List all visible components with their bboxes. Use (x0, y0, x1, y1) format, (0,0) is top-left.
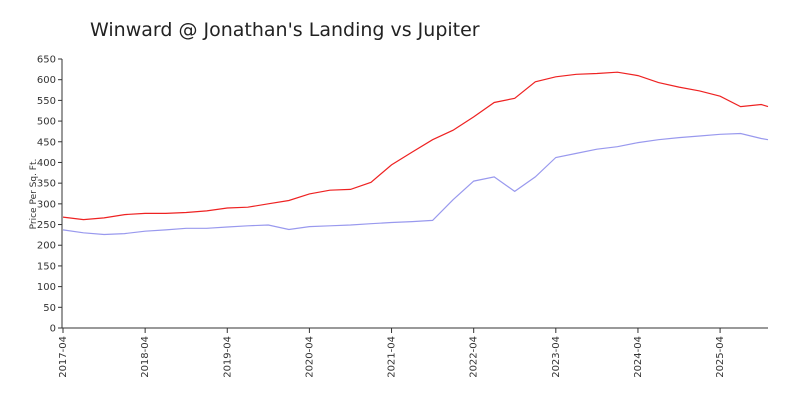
y-tick-label: 200 (37, 241, 56, 252)
y-tick-label: 650 (37, 55, 56, 66)
x-tick-label: 2023-04 (551, 336, 562, 378)
y-tick-label: 100 (37, 282, 56, 293)
y-tick-label: 150 (37, 261, 56, 272)
x-tick-label: 2025-04 (715, 336, 726, 378)
x-tick-label: 2021-04 (387, 336, 398, 378)
x-tick-label: 2017-04 (58, 336, 69, 378)
y-tick-label: 300 (37, 199, 56, 210)
x-tick-label: 2018-04 (140, 336, 151, 378)
y-tick-label: 250 (37, 220, 56, 231)
y-tick-label: 450 (37, 137, 56, 148)
y-tick-label: 350 (37, 179, 56, 190)
y-tick-label: 50 (43, 303, 56, 314)
x-tick-label: 2020-04 (304, 336, 315, 378)
y-tick-label: 550 (37, 96, 56, 107)
x-tick-label: 2022-04 (469, 336, 480, 378)
y-tick-label: 500 (37, 117, 56, 128)
y-tick-label: 0 (50, 324, 56, 335)
series-line (62, 132, 769, 236)
x-tick-label: 2019-04 (222, 336, 233, 378)
x-tick-label: 2024-04 (633, 336, 644, 378)
y-axis-label: Price Per Sq. Ft. (29, 159, 39, 230)
y-tick-label: 400 (37, 158, 56, 169)
y-tick-label: 600 (37, 75, 56, 86)
series-line (62, 71, 769, 221)
chart-title: Winward @ Jonathan's Landing vs Jupiter (90, 19, 480, 41)
